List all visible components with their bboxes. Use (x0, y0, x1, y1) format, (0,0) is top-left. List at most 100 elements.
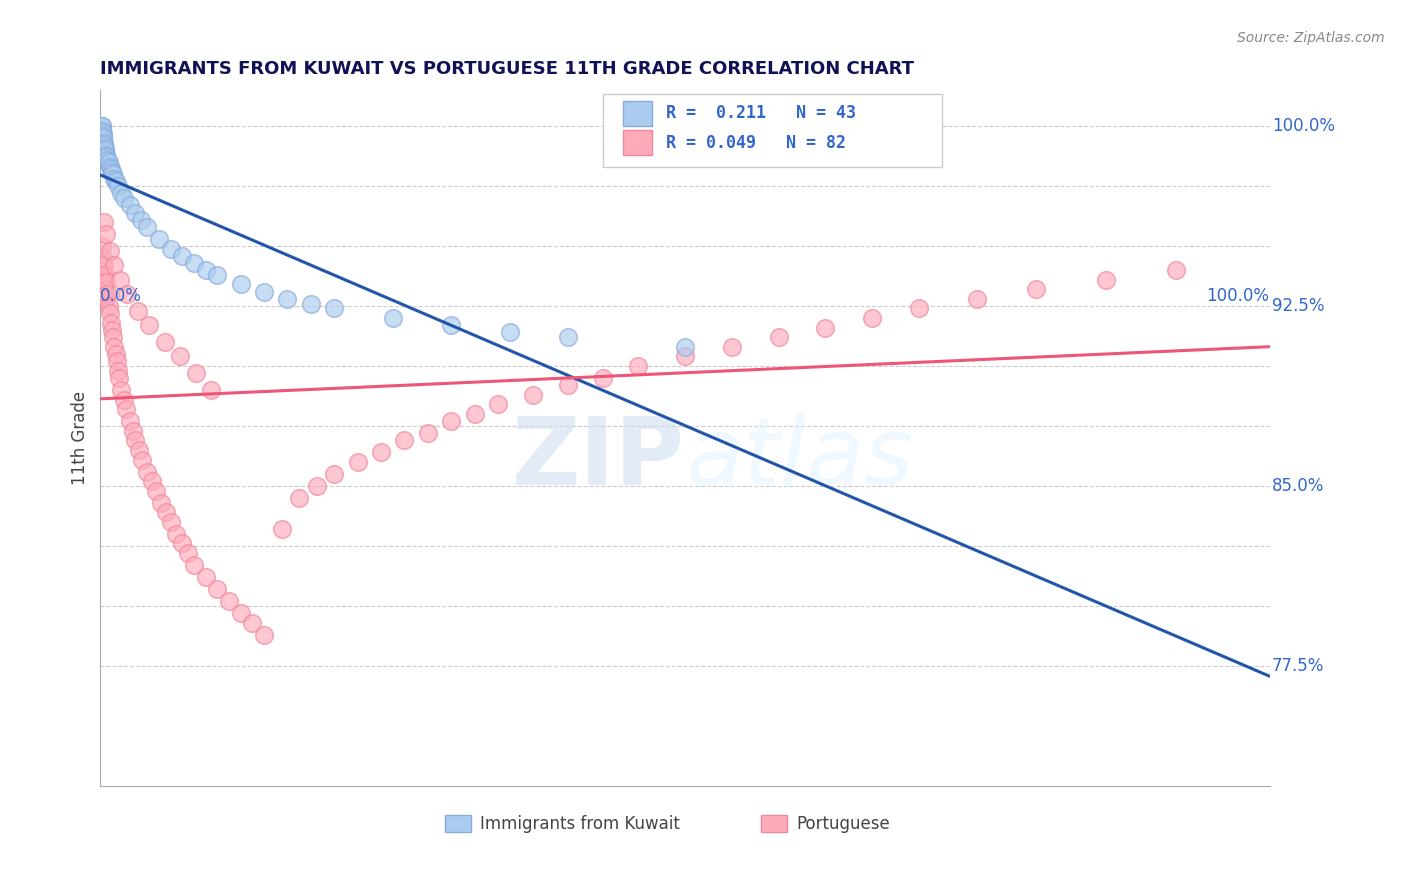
Point (229, 277, 252, 292)
Point (90, 120, 112, 134)
Point (96, 227, 118, 241)
Point (103, 340, 125, 354)
Point (186, 366, 208, 380)
Point (127, 304, 149, 318)
Point (93, 215, 115, 229)
Point (136, 465, 159, 479)
Text: 0.0%: 0.0% (100, 287, 142, 305)
FancyBboxPatch shape (603, 94, 942, 167)
Point (117, 287, 139, 301)
Point (141, 474, 163, 488)
Point (323, 301, 346, 316)
Point (91, 127, 114, 141)
Point (145, 483, 167, 498)
Point (91, 275, 114, 289)
Point (305, 479, 328, 493)
Point (107, 364, 129, 378)
Point (966, 292, 988, 306)
Point (557, 330, 579, 344)
Point (557, 378, 579, 392)
Point (101, 323, 124, 337)
Point (93, 136, 115, 150)
Point (110, 383, 132, 397)
Point (207, 268, 229, 282)
Point (91, 131, 114, 145)
Point (440, 414, 463, 428)
Point (118, 198, 141, 212)
Point (97, 155, 120, 169)
Point (172, 249, 194, 263)
Point (103, 167, 125, 181)
Point (93, 282, 115, 296)
Point (105, 354, 128, 368)
Point (124, 205, 146, 219)
Text: 100.0%: 100.0% (1272, 117, 1334, 136)
Point (416, 426, 439, 441)
Point (194, 263, 217, 277)
Point (112, 392, 135, 407)
Point (673, 350, 696, 364)
Point (94, 268, 117, 282)
Point (98, 244, 121, 258)
Point (91, 128, 114, 143)
Text: R = 0.049   N = 82: R = 0.049 N = 82 (666, 134, 846, 152)
Point (270, 522, 292, 536)
Point (107, 179, 129, 194)
Point (440, 318, 463, 333)
Point (93, 138, 115, 153)
Text: 100.0%: 100.0% (1206, 287, 1270, 305)
Point (240, 615, 263, 630)
Text: 92.5%: 92.5% (1272, 297, 1324, 315)
Point (288, 491, 311, 505)
Point (381, 311, 404, 326)
Point (907, 301, 929, 316)
Point (136, 219, 159, 234)
Point (153, 334, 176, 349)
Point (91, 251, 114, 265)
Point (94, 143, 117, 157)
Point (122, 424, 145, 438)
Point (370, 445, 392, 459)
Point (90, 263, 112, 277)
Point (155, 505, 177, 519)
FancyBboxPatch shape (761, 814, 787, 832)
Point (90, 120, 112, 134)
Point (394, 434, 416, 448)
Point (128, 442, 150, 457)
Point (463, 407, 485, 421)
Point (101, 165, 124, 179)
Point (299, 296, 322, 310)
Text: Source: ZipAtlas.com: Source: ZipAtlas.com (1237, 31, 1385, 45)
Text: ZIP: ZIP (512, 413, 685, 505)
Point (110, 186, 132, 201)
Point (103, 258, 125, 272)
Point (90, 239, 112, 253)
Point (103, 330, 125, 344)
Point (159, 242, 181, 256)
Point (96, 148, 118, 162)
Point (207, 582, 229, 596)
Point (100, 316, 122, 330)
Point (138, 318, 160, 333)
Point (104, 174, 127, 188)
Text: 85.0%: 85.0% (1272, 477, 1324, 495)
Point (172, 536, 194, 550)
Point (115, 402, 138, 417)
Text: 77.5%: 77.5% (1272, 657, 1324, 674)
Text: R =  0.211   N = 43: R = 0.211 N = 43 (666, 104, 856, 122)
Point (96, 150, 118, 164)
Point (1025, 282, 1047, 296)
Point (96, 153, 118, 167)
FancyBboxPatch shape (623, 130, 652, 154)
Point (1164, 263, 1187, 277)
Point (100, 162, 122, 177)
Point (112, 191, 135, 205)
Point (498, 326, 520, 340)
Point (96, 275, 118, 289)
Point (165, 526, 187, 541)
Point (253, 285, 276, 299)
Point (177, 546, 200, 560)
Point (98, 160, 121, 174)
Point (96, 292, 118, 306)
Point (129, 212, 152, 227)
